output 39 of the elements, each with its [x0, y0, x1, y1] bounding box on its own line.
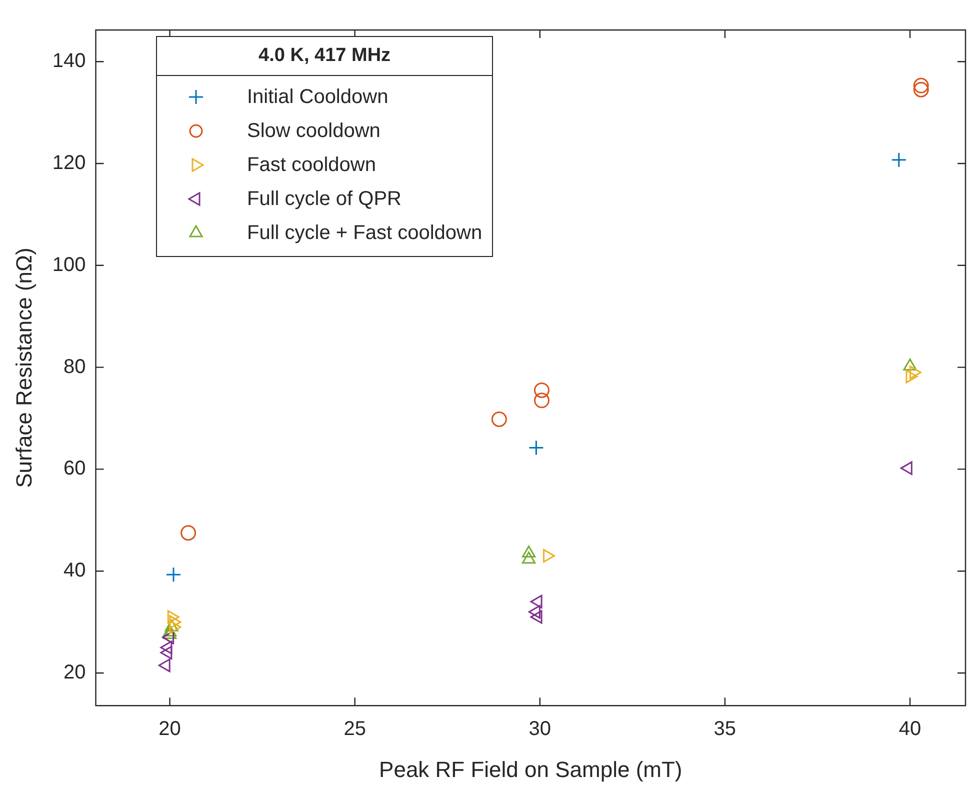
x-tick-label: 30: [528, 718, 552, 740]
x-tick-label: 20: [158, 718, 181, 740]
point: [162, 630, 174, 644]
x-tick-label: 25: [344, 718, 366, 740]
x-axis-title: Peak RF Field on Sample (mT): [379, 756, 682, 782]
point: [180, 525, 196, 541]
y-axis-title: Surface Resistance (nΩ): [11, 248, 36, 488]
legend-label: Full cycle of QPR: [247, 188, 402, 210]
point: [530, 610, 542, 624]
point: [522, 546, 536, 558]
y-tick-label: 60: [64, 458, 86, 480]
point: [166, 566, 182, 582]
point: [530, 594, 542, 608]
point: [891, 152, 907, 168]
legend-label: Full cycle + Fast cooldown: [247, 222, 482, 244]
point: [903, 358, 917, 371]
point: [913, 82, 929, 98]
y-tick-label: 80: [64, 356, 86, 378]
point: [522, 552, 536, 564]
point: [528, 440, 544, 456]
point: [534, 392, 550, 408]
point: [491, 412, 507, 428]
x-tick-label: 40: [898, 718, 922, 740]
y-tick-label: 100: [52, 254, 86, 276]
point: [534, 382, 550, 398]
legend-label: Slow cooldown: [247, 120, 380, 142]
point: [158, 658, 170, 672]
point: [909, 366, 922, 380]
legend-title: 4.0 K, 417 MHz: [258, 44, 392, 68]
point: [913, 78, 929, 94]
y-tick-label: 120: [52, 152, 86, 174]
legend-label: Initial Cooldown: [247, 86, 388, 108]
y-tick-label: 140: [52, 50, 86, 72]
y-tick-label: 20: [64, 662, 86, 684]
point: [160, 646, 172, 660]
y-tick-label: 40: [64, 560, 86, 582]
point: [160, 640, 172, 654]
legend-label: Fast cooldown: [247, 154, 376, 176]
x-tick-label: 35: [714, 718, 736, 740]
